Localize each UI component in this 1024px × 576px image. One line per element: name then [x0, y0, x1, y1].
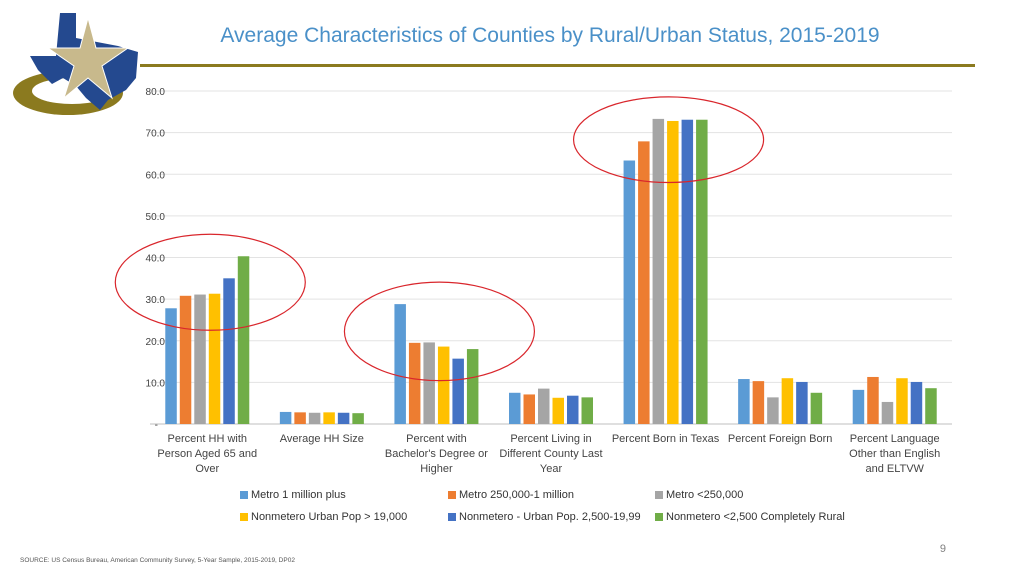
bar [408, 342, 421, 424]
bar [667, 120, 679, 424]
bar [223, 278, 235, 424]
legend-swatch [655, 491, 663, 500]
legend-label: Metro 250,000-1 million [459, 489, 574, 501]
y-tick-label: 60.0 [146, 170, 166, 181]
bar-chart: - 10.0 20.0 30.0 40.0 50.0 60.0 70.0 80.0 [114, 87, 952, 431]
x-tick-label: Average HH Size [279, 433, 364, 445]
bar [767, 397, 779, 424]
legend-item: Nonmetero Urban Pop > 19,000 [240, 511, 407, 523]
legend-swatch [240, 491, 248, 500]
bar [925, 388, 937, 424]
bar [638, 141, 650, 424]
bar [681, 119, 694, 424]
bar [509, 392, 521, 424]
bar [294, 412, 306, 424]
texas-star-logo [13, 13, 138, 115]
bar [237, 256, 250, 424]
x-tick-label: Percent Living in Different County Last … [499, 433, 603, 475]
x-tick-label: Percent with Bachelor's Degree or Higher [384, 433, 488, 475]
bar [581, 397, 593, 424]
highlight-ellipse [343, 281, 536, 382]
legend-label: Nonmetero <2,500 Completely Rural [666, 511, 845, 523]
source-note: SOURCE: US Census Bureau, American Commu… [20, 557, 295, 564]
legend-swatch [448, 513, 456, 522]
y-tick-label: 10.0 [146, 378, 166, 389]
x-tick-label: Percent Language Other than English and … [849, 433, 941, 475]
bar [796, 381, 808, 424]
legend-label: Metro 1 million plus [251, 489, 346, 501]
bar [179, 295, 192, 424]
bar [437, 346, 450, 424]
title-rule [140, 64, 975, 67]
bar [652, 118, 665, 425]
bar [781, 378, 794, 424]
highlight-ellipse [572, 96, 765, 184]
legend-item: Metro 1 million plus [240, 489, 346, 501]
bar [752, 381, 765, 424]
y-tick-label: 80.0 [146, 87, 166, 98]
bar [279, 411, 292, 424]
bar [523, 394, 535, 424]
legend-item: Metro <250,000 [655, 489, 743, 501]
bar [165, 308, 177, 424]
bar [394, 304, 406, 424]
legend-swatch [448, 491, 456, 500]
legend-item: Nonmetero <2,500 Completely Rural [655, 511, 845, 523]
bar [881, 401, 894, 424]
y-tick-label: - [155, 420, 158, 431]
y-tick-label: 20.0 [146, 337, 166, 348]
bar [910, 381, 923, 424]
y-tick-label: 70.0 [146, 129, 166, 140]
legend-item: Nonmetero - Urban Pop. 2,500-19,99 [448, 511, 641, 523]
logo-star [46, 16, 130, 100]
y-tick-label: 50.0 [146, 212, 166, 223]
bar [337, 412, 350, 424]
bar [308, 412, 321, 424]
y-tick-label: 40.0 [146, 254, 166, 265]
bar [323, 412, 335, 424]
bar [423, 342, 435, 424]
legend-swatch [655, 513, 663, 522]
bar [466, 349, 479, 424]
bar [452, 358, 464, 424]
bar [567, 395, 579, 424]
legend-label: Nonmetero Urban Pop > 19,000 [251, 511, 408, 523]
bar [623, 160, 636, 425]
page-number: 9 [939, 543, 946, 555]
bar [810, 392, 823, 424]
page-title: Average Characteristics of Counties by R… [220, 24, 880, 47]
bar [352, 413, 364, 424]
legend-item: Metro 250,000-1 million [448, 489, 574, 501]
bar [867, 376, 879, 424]
bar [852, 389, 865, 424]
bar [896, 378, 908, 424]
x-tick-label: Percent HH with Person Aged 65 and Over [157, 433, 258, 475]
x-tick-label: Percent Born in Texas [611, 433, 720, 445]
bar [538, 388, 550, 424]
y-tick-label: 30.0 [146, 295, 166, 306]
bar [194, 294, 206, 424]
bar [552, 397, 564, 424]
highlight-ellipse [114, 233, 306, 331]
bar [696, 119, 708, 424]
bar [208, 293, 221, 424]
x-tick-label: Percent Foreign Born [727, 433, 833, 445]
legend-label: Nonmetero - Urban Pop. 2,500-19,99 [459, 511, 641, 523]
legend-swatch [240, 513, 248, 522]
bar [738, 379, 750, 424]
legend-label: Metro <250,000 [666, 489, 744, 501]
